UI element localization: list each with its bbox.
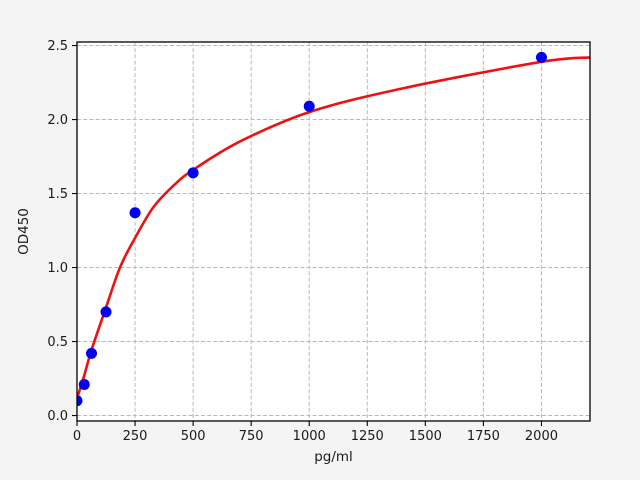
data-point	[535, 51, 547, 63]
plot-border	[76, 41, 591, 422]
x-axis-label: pg/ml	[314, 449, 353, 465]
x-tick-label: 250	[123, 429, 148, 444]
x-tick-label: 0	[73, 429, 81, 444]
data-series	[76, 51, 591, 407]
y-tick-label: 0.0	[47, 409, 68, 424]
fit-curve-line	[76, 56, 591, 400]
grid-lines	[76, 42, 590, 421]
x-tick-label: 1000	[293, 429, 326, 444]
data-point	[78, 378, 90, 390]
y-axis: 0.0 0.5 1.0 1.5 2.0 2.5	[47, 39, 77, 424]
x-axis: 0 250 500 750 1000 1250 1500 1750 2000	[73, 421, 558, 444]
y-tick-label: 1.0	[47, 261, 68, 276]
plot-background	[77, 42, 590, 421]
y-axis-label: OD450	[16, 208, 32, 255]
x-tick-label: 500	[181, 429, 206, 444]
data-point	[86, 347, 98, 359]
y-tick-label: 2.0	[47, 113, 68, 128]
x-tick-label: 1500	[409, 429, 442, 444]
x-tick-label: 750	[239, 429, 264, 444]
data-point	[187, 167, 199, 179]
y-tick-label: 1.5	[47, 187, 68, 202]
x-tick-label: 2000	[525, 429, 558, 444]
y-tick-label: 2.5	[47, 39, 68, 54]
data-point	[129, 207, 141, 219]
x-tick-label: 1750	[467, 429, 500, 444]
data-point	[100, 306, 112, 318]
y-tick-label: 0.5	[47, 335, 68, 350]
data-point	[76, 395, 83, 407]
x-tick-label: 1250	[351, 429, 384, 444]
data-point	[303, 100, 315, 112]
